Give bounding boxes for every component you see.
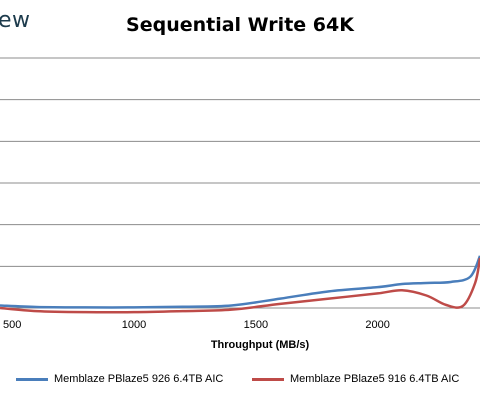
x-tick-labels: 500 1000 1500 2000 bbox=[3, 319, 390, 331]
legend: Memblaze PBlaze5 926 6.4TB AIC Memblaze … bbox=[0, 373, 480, 389]
legend-swatch-926 bbox=[16, 377, 48, 381]
series-line-1 bbox=[0, 257, 480, 314]
x-tick-label-2: 1500 bbox=[244, 319, 268, 331]
series-line-0 bbox=[0, 255, 480, 309]
legend-label-926: Memblaze PBlaze5 926 6.4TB AIC bbox=[54, 373, 224, 385]
x-tick-label-3: 2000 bbox=[365, 319, 389, 331]
x-axis-title: Throughput (MB/s) bbox=[211, 339, 310, 351]
series-lines bbox=[0, 255, 480, 314]
chart-title: Sequential Write 64K bbox=[126, 14, 354, 36]
legend-item-926: Memblaze PBlaze5 926 6.4TB AIC bbox=[16, 373, 223, 385]
legend-swatch-916 bbox=[252, 377, 284, 381]
legend-label-916: Memblaze PBlaze5 916 6.4TB AIC bbox=[290, 373, 460, 385]
x-tick-label-0: 500 bbox=[3, 319, 21, 331]
gridlines bbox=[0, 57, 480, 309]
logo-fragment: ew bbox=[0, 8, 31, 33]
legend-item-916: Memblaze PBlaze5 916 6.4TB AIC bbox=[252, 373, 459, 385]
x-tick-label-1: 1000 bbox=[122, 319, 146, 331]
